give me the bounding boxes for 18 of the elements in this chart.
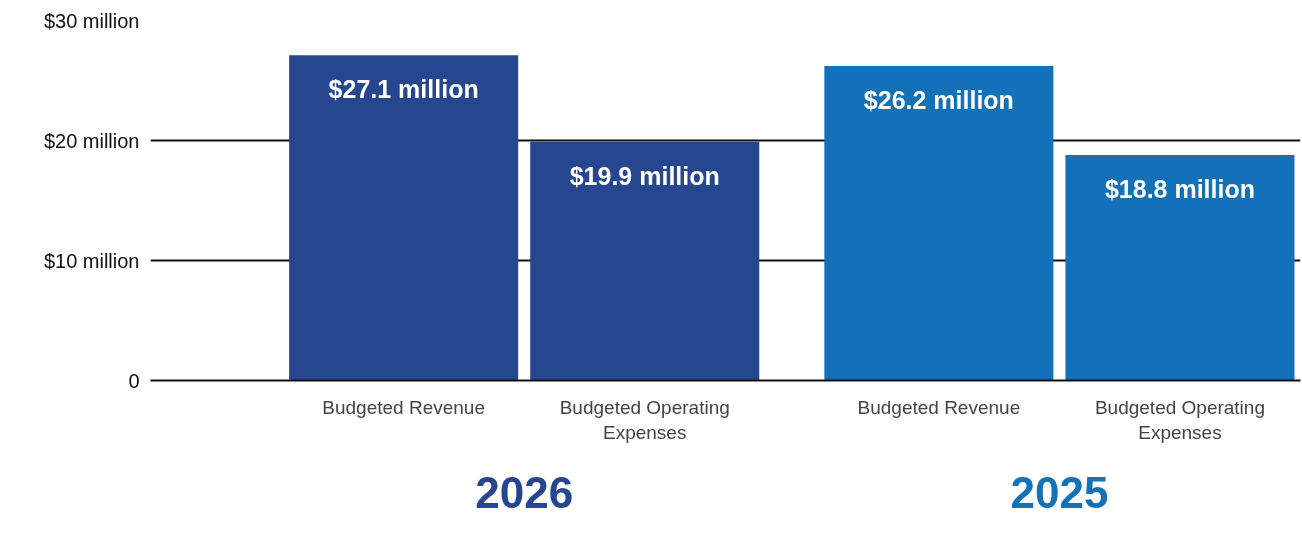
data-label: $27.1 million [328,75,479,104]
y-tick-label: $10 million [43,249,140,272]
bar [824,66,1054,381]
bar [289,55,519,381]
y-tick-label: 0 [128,369,140,392]
x-tick-label: Budgeted Operating Expenses [559,396,730,443]
data-label: $18.8 million [1104,174,1255,203]
series-label: 2026 [475,468,574,517]
y-tick-label: $20 million [43,129,140,152]
bar [530,141,760,381]
x-tick-label: Budgeted Revenue [857,396,1021,418]
data-label: $19.9 million [569,161,720,190]
x-tick-label: Budgeted Revenue [322,396,485,418]
x-tick-label: Budgeted Operating Expenses [1094,396,1265,443]
y-tick-label: $30 million [43,9,140,32]
bar [1065,154,1295,381]
series-label: 2025 [1010,468,1109,517]
data-label: $26.2 million [863,86,1014,115]
